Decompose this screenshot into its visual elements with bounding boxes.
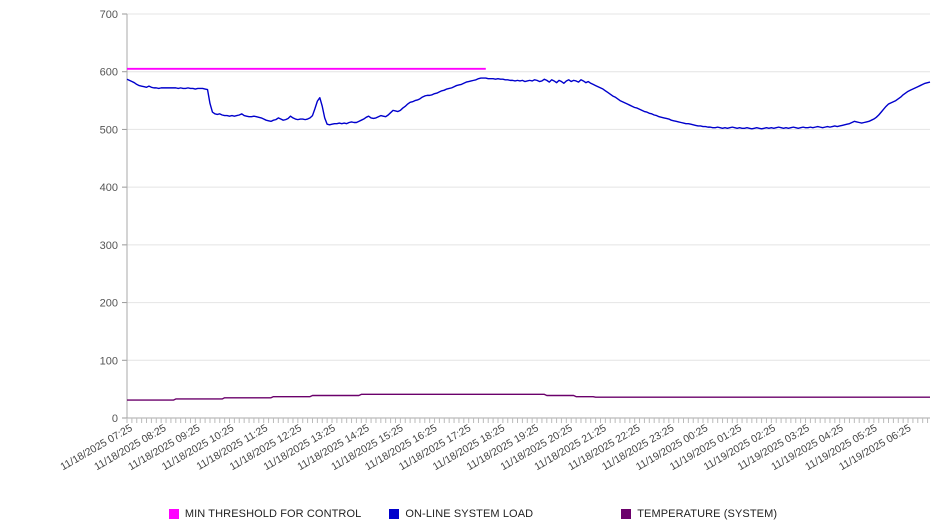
chart-legend: MIN THRESHOLD FOR CONTROL ON-LINE SYSTEM … (0, 508, 946, 520)
legend-item[interactable]: TEMPERATURE (SYSTEM) (621, 508, 777, 520)
y-tick-label: 700 (100, 9, 118, 21)
legend-swatch-icon (621, 509, 632, 519)
y-tick-label: 100 (100, 355, 118, 367)
legend-label: TEMPERATURE (SYSTEM) (637, 508, 778, 520)
y-tick-label: 200 (100, 298, 118, 310)
legend-label: ON-LINE SYSTEM LOAD (405, 508, 534, 520)
y-tick-label: 0 (112, 413, 118, 425)
legend-swatch-icon (168, 509, 179, 519)
legend-item[interactable]: ON-LINE SYSTEM LOAD (389, 508, 533, 520)
legend-item[interactable]: MIN THRESHOLD FOR CONTROL (168, 508, 362, 520)
y-tick-label: 400 (100, 182, 118, 194)
y-tick-label: 500 (100, 124, 118, 136)
y-tick-label: 300 (100, 240, 118, 252)
y-tick-label: 600 (100, 67, 118, 79)
legend-label: MIN THRESHOLD FOR CONTROL (184, 508, 362, 520)
series-line (126, 77, 931, 130)
legend-swatch-icon (389, 509, 400, 519)
series-line (127, 393, 930, 401)
